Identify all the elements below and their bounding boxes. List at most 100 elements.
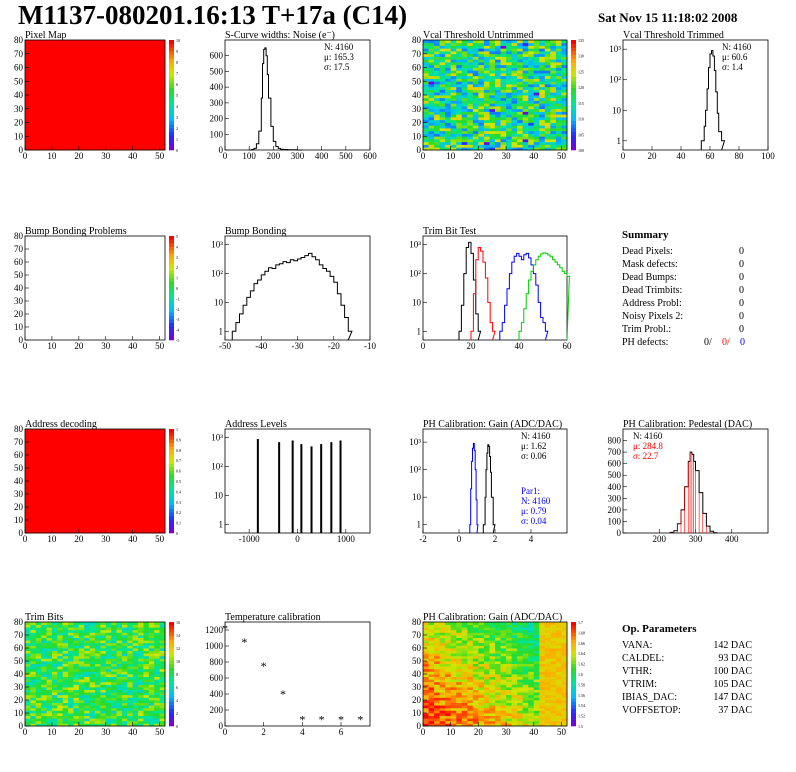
heatmap-cell xyxy=(489,40,496,44)
heatmap-cell xyxy=(116,465,123,469)
x-tick-label: 40 xyxy=(677,151,687,161)
heatmap-cell xyxy=(73,470,80,474)
heatmap-cell xyxy=(555,78,562,82)
heatmap-cell xyxy=(138,661,144,664)
heatmap-cell xyxy=(78,67,85,71)
heatmap-cell xyxy=(439,56,446,60)
heatmap-cell xyxy=(116,78,123,82)
heatmap-cell xyxy=(68,103,74,107)
heatmap-cell xyxy=(495,40,501,44)
heatmap-cell xyxy=(522,51,529,55)
heatmap-cell xyxy=(51,436,58,440)
heatmap-cell xyxy=(456,103,463,107)
heatmap-cell xyxy=(450,697,457,701)
heatmap-cell xyxy=(483,89,490,93)
heatmap-cell xyxy=(132,627,139,631)
heatmap-cell xyxy=(483,133,490,137)
heatmap-cell xyxy=(100,95,107,99)
heatmap-cell xyxy=(111,42,117,46)
heatmap-cell xyxy=(57,666,64,670)
heatmap-cell xyxy=(148,114,155,118)
heatmap-cell xyxy=(445,689,452,693)
heatmap-cell xyxy=(159,64,166,68)
heatmap-cell xyxy=(51,645,58,649)
heatmap-cell xyxy=(116,637,123,641)
heatmap-cell xyxy=(439,103,446,107)
heatmap-cell xyxy=(62,694,69,698)
x-tick-label: 60 xyxy=(706,151,716,161)
heatmap-cell xyxy=(445,684,452,688)
y-tick-label: 40 xyxy=(14,476,24,486)
heatmap-cell xyxy=(62,475,69,479)
heatmap-cell xyxy=(445,681,452,685)
heatmap-cell xyxy=(138,687,144,690)
heatmap-cell xyxy=(89,56,96,60)
heatmap-cell xyxy=(461,97,468,101)
heatmap-cell xyxy=(132,429,139,432)
heatmap-cell xyxy=(148,449,155,453)
heatmap-cell xyxy=(62,622,69,625)
heatmap-cell xyxy=(472,62,479,66)
heatmap-cell xyxy=(478,122,485,126)
heatmap-cell xyxy=(528,75,535,79)
heatmap-cell xyxy=(89,144,96,148)
heatmap-cell xyxy=(35,144,42,148)
heatmap-cell xyxy=(143,705,150,709)
heatmap-cell xyxy=(555,125,562,129)
y-tick-label: 600 xyxy=(210,51,224,61)
heatmap-cell xyxy=(428,679,435,683)
y-tick-label: 80 xyxy=(14,35,24,45)
heatmap-cell xyxy=(84,429,91,432)
heatmap-cell xyxy=(46,429,53,432)
heatmap-cell xyxy=(105,687,112,690)
heatmap-cell xyxy=(78,455,85,458)
heatmap-cell xyxy=(456,128,463,132)
heatmap-cell xyxy=(105,457,112,461)
heatmap-cell xyxy=(84,640,91,644)
heatmap-cell xyxy=(423,67,429,71)
heatmap-cell xyxy=(78,627,85,631)
heatmap-cell xyxy=(116,108,123,112)
heatmap-cell xyxy=(522,75,529,79)
heatmap-cell xyxy=(62,117,69,121)
heatmap-cell xyxy=(121,95,128,99)
heatmap-cell xyxy=(522,111,529,115)
heatmap-cell xyxy=(445,648,452,651)
heatmap-cell xyxy=(159,103,166,107)
heatmap-cell xyxy=(78,444,85,448)
heatmap-cell xyxy=(46,462,53,466)
heatmap-cell xyxy=(423,133,429,137)
heatmap-cell xyxy=(41,81,47,85)
heatmap-cell xyxy=(148,527,155,531)
heatmap-cell xyxy=(30,687,37,690)
heatmap-cell xyxy=(148,653,155,657)
heatmap-cell xyxy=(57,504,64,508)
heatmap-cell xyxy=(35,460,42,464)
heatmap-cell xyxy=(528,103,535,107)
heatmap-cell xyxy=(127,139,134,143)
heatmap-cell xyxy=(89,627,96,631)
heatmap-cell xyxy=(57,103,64,107)
heatmap-cell xyxy=(41,468,47,471)
heatmap-cell xyxy=(89,473,96,477)
heatmap-cell xyxy=(127,720,134,724)
heatmap-cell xyxy=(138,494,144,497)
palette-tick-label: 10 xyxy=(176,38,180,43)
heatmap-cell xyxy=(428,637,435,641)
palette-step xyxy=(169,113,174,118)
heatmap-cell xyxy=(456,53,463,57)
heatmap-cell xyxy=(495,133,501,137)
heatmap-cell xyxy=(127,455,134,458)
heatmap-cell xyxy=(46,483,53,487)
heatmap-cell xyxy=(517,73,524,77)
heatmap-cell xyxy=(550,141,557,145)
heatmap-cell xyxy=(472,122,479,126)
heatmap-cell xyxy=(73,481,80,484)
heatmap-cell xyxy=(511,62,518,66)
heatmap-cell xyxy=(46,514,53,518)
heatmap-cell xyxy=(143,504,150,508)
heatmap-cell xyxy=(138,694,144,698)
heatmap-cell xyxy=(154,645,161,649)
heatmap-cell xyxy=(111,723,117,727)
heatmap-cell xyxy=(539,86,546,90)
